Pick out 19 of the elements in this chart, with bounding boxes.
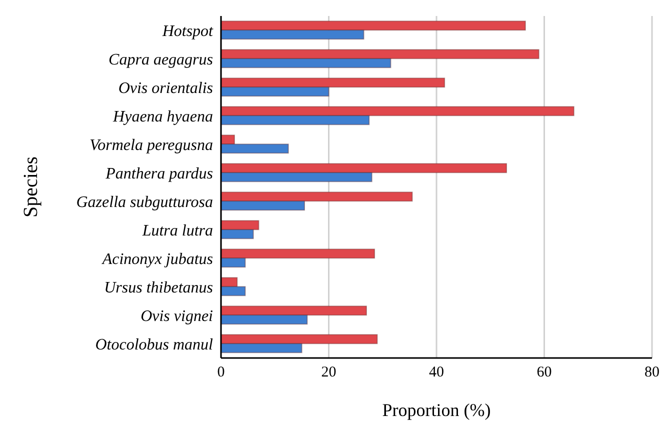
y-tick-label: Ovis vignei: [140, 308, 213, 325]
x-tick-label: 0: [217, 364, 225, 381]
x-tick-label: 60: [536, 364, 552, 381]
y-tick-label: Capra aegagrus: [108, 51, 213, 68]
x-axis-title: Proportion (%): [382, 400, 491, 420]
y-axis-title: Species: [20, 156, 42, 218]
y-tick-label: Vormela peregusna: [90, 136, 213, 154]
y-tick-label: Otocolobus manul: [95, 336, 214, 354]
x-tick-label: 40: [429, 364, 444, 381]
y-tick-label: Gazella subgutturosa: [76, 194, 213, 211]
y-tick-label: Panthera pardus: [104, 165, 213, 182]
y-tick-label: Hotspot: [161, 22, 214, 40]
y-tick-label: Ovis orientalis: [118, 80, 213, 97]
x-tick-label: 80: [644, 364, 660, 381]
y-tick-label: Lutra lutra: [141, 222, 213, 240]
y-tick-label: Hyaena hyaena: [112, 108, 213, 126]
y-tick-label: Ursus thibetanus: [104, 279, 213, 296]
x-tick-label: 20: [321, 364, 336, 381]
y-tick-label: Acinonyx jubatus: [101, 250, 213, 268]
